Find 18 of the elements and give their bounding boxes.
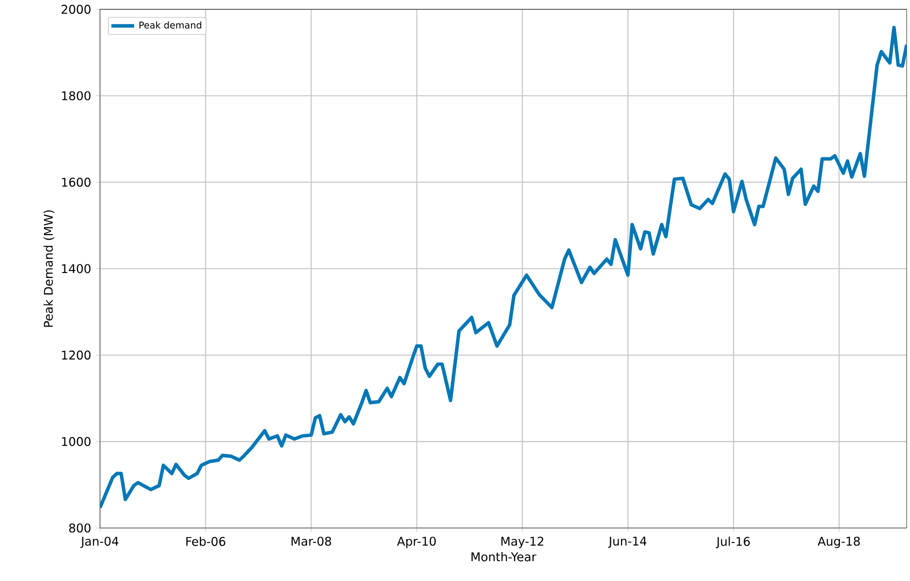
x-tick-label: Apr-10 [397, 536, 436, 548]
y-tick-label: 1800 [62, 91, 90, 100]
x-tick-label: Mar-08 [292, 536, 332, 546]
x-axis-title: Month-Year [472, 552, 536, 562]
y-tick-label: 1400 [62, 264, 90, 274]
y-axis-title: Peak Demand (MW) [44, 210, 54, 327]
y-tick-label: 800 [69, 523, 90, 533]
y-tick-label: 1200 [62, 350, 90, 360]
legend-label: Peak demand [139, 21, 202, 29]
y-tick-label: 1000 [62, 437, 90, 446]
x-tick-label: Feb-06 [186, 536, 226, 546]
x-tick-label: May-12 [501, 536, 544, 548]
y-tick-label: 2000 [62, 4, 90, 14]
x-tick-label: Aug-18 [818, 536, 860, 548]
x-tick-label: Jun-14 [608, 536, 646, 548]
x-tick-label: Jan-04 [80, 536, 118, 548]
y-tick-label: 1600 [62, 178, 90, 187]
x-tick-label: Jul-16 [716, 536, 750, 548]
